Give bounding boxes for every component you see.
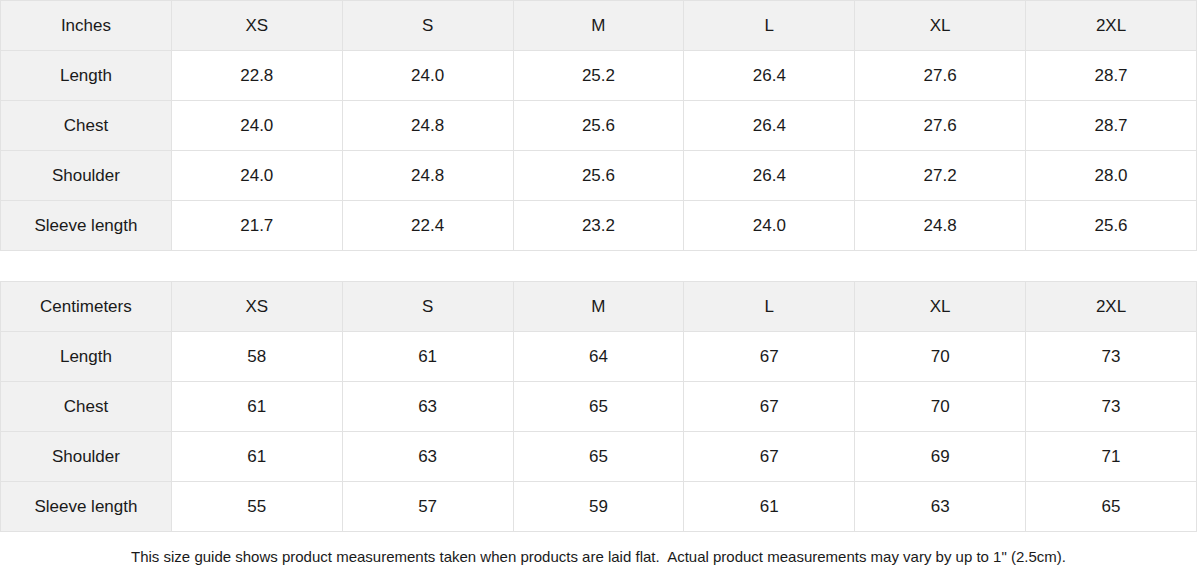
col-header-xs: XS: [171, 282, 342, 332]
header-row-inches: Inches XS S M L XL 2XL: [1, 1, 1197, 51]
unit-header-centimeters: Centimeters: [1, 282, 172, 332]
size-value: 24.0: [171, 101, 342, 151]
size-value: 22.4: [342, 201, 513, 251]
size-value: 65: [513, 432, 684, 482]
header-row-centimeters: Centimeters XS S M L XL 2XL: [1, 282, 1197, 332]
size-value: 24.8: [855, 201, 1026, 251]
row-label: Sleeve length: [1, 201, 172, 251]
unit-header-inches: Inches: [1, 1, 172, 51]
size-value: 24.8: [342, 101, 513, 151]
size-value: 26.4: [684, 101, 855, 151]
row-label: Sleeve length: [1, 482, 172, 532]
size-value: 26.4: [684, 51, 855, 101]
size-value: 25.6: [513, 151, 684, 201]
size-value: 61: [171, 432, 342, 482]
col-header-l: L: [684, 1, 855, 51]
size-value: 27.6: [855, 51, 1026, 101]
size-value: 25.2: [513, 51, 684, 101]
size-table-inches: Inches XS S M L XL 2XL Length 22.8 24.0 …: [0, 0, 1197, 251]
size-value: 24.8: [342, 151, 513, 201]
size-value: 21.7: [171, 201, 342, 251]
size-value: 59: [513, 482, 684, 532]
size-value: 25.6: [1026, 201, 1197, 251]
size-value: 28.7: [1026, 101, 1197, 151]
col-header-m: M: [513, 282, 684, 332]
table-row-inches-length: Length 22.8 24.0 25.2 26.4 27.6 28.7: [1, 51, 1197, 101]
size-value: 57: [342, 482, 513, 532]
row-label: Chest: [1, 382, 172, 432]
size-value: 24.0: [171, 151, 342, 201]
size-value: 73: [1026, 382, 1197, 432]
size-guide-footnote: This size guide shows product measuremen…: [0, 532, 1197, 580]
size-value: 69: [855, 432, 1026, 482]
col-header-s: S: [342, 282, 513, 332]
row-label: Length: [1, 51, 172, 101]
table-row-cm-chest: Chest 61 63 65 67 70 73: [1, 382, 1197, 432]
size-value: 67: [684, 432, 855, 482]
section-gap: [0, 251, 1197, 281]
table-row-cm-sleeve: Sleeve length 55 57 59 61 63 65: [1, 482, 1197, 532]
size-value: 73: [1026, 332, 1197, 382]
size-value: 61: [684, 482, 855, 532]
size-value: 22.8: [171, 51, 342, 101]
size-value: 61: [342, 332, 513, 382]
size-value: 28.7: [1026, 51, 1197, 101]
size-value: 24.0: [342, 51, 513, 101]
size-table-centimeters: Centimeters XS S M L XL 2XL Length 58 61…: [0, 281, 1197, 532]
row-label: Chest: [1, 101, 172, 151]
row-label: Shoulder: [1, 432, 172, 482]
size-value: 61: [171, 382, 342, 432]
col-header-s: S: [342, 1, 513, 51]
size-value: 67: [684, 332, 855, 382]
col-header-xl: XL: [855, 282, 1026, 332]
size-value: 67: [684, 382, 855, 432]
col-header-2xl: 2XL: [1026, 1, 1197, 51]
size-value: 65: [1026, 482, 1197, 532]
size-value: 27.2: [855, 151, 1026, 201]
size-value: 27.6: [855, 101, 1026, 151]
col-header-2xl: 2XL: [1026, 282, 1197, 332]
size-value: 55: [171, 482, 342, 532]
size-value: 63: [342, 382, 513, 432]
row-label: Shoulder: [1, 151, 172, 201]
size-value: 65: [513, 382, 684, 432]
table-row-inches-shoulder: Shoulder 24.0 24.8 25.6 26.4 27.2 28.0: [1, 151, 1197, 201]
col-header-m: M: [513, 1, 684, 51]
size-value: 63: [342, 432, 513, 482]
table-row-cm-shoulder: Shoulder 61 63 65 67 69 71: [1, 432, 1197, 482]
col-header-l: L: [684, 282, 855, 332]
size-value: 25.6: [513, 101, 684, 151]
col-header-xl: XL: [855, 1, 1026, 51]
table-row-inches-sleeve: Sleeve length 21.7 22.4 23.2 24.0 24.8 2…: [1, 201, 1197, 251]
size-value: 70: [855, 382, 1026, 432]
row-label: Length: [1, 332, 172, 382]
size-value: 58: [171, 332, 342, 382]
size-value: 26.4: [684, 151, 855, 201]
table-row-inches-chest: Chest 24.0 24.8 25.6 26.4 27.6 28.7: [1, 101, 1197, 151]
size-value: 71: [1026, 432, 1197, 482]
col-header-xs: XS: [171, 1, 342, 51]
size-value: 23.2: [513, 201, 684, 251]
table-row-cm-length: Length 58 61 64 67 70 73: [1, 332, 1197, 382]
size-value: 63: [855, 482, 1026, 532]
size-value: 24.0: [684, 201, 855, 251]
size-value: 70: [855, 332, 1026, 382]
size-value: 28.0: [1026, 151, 1197, 201]
size-value: 64: [513, 332, 684, 382]
